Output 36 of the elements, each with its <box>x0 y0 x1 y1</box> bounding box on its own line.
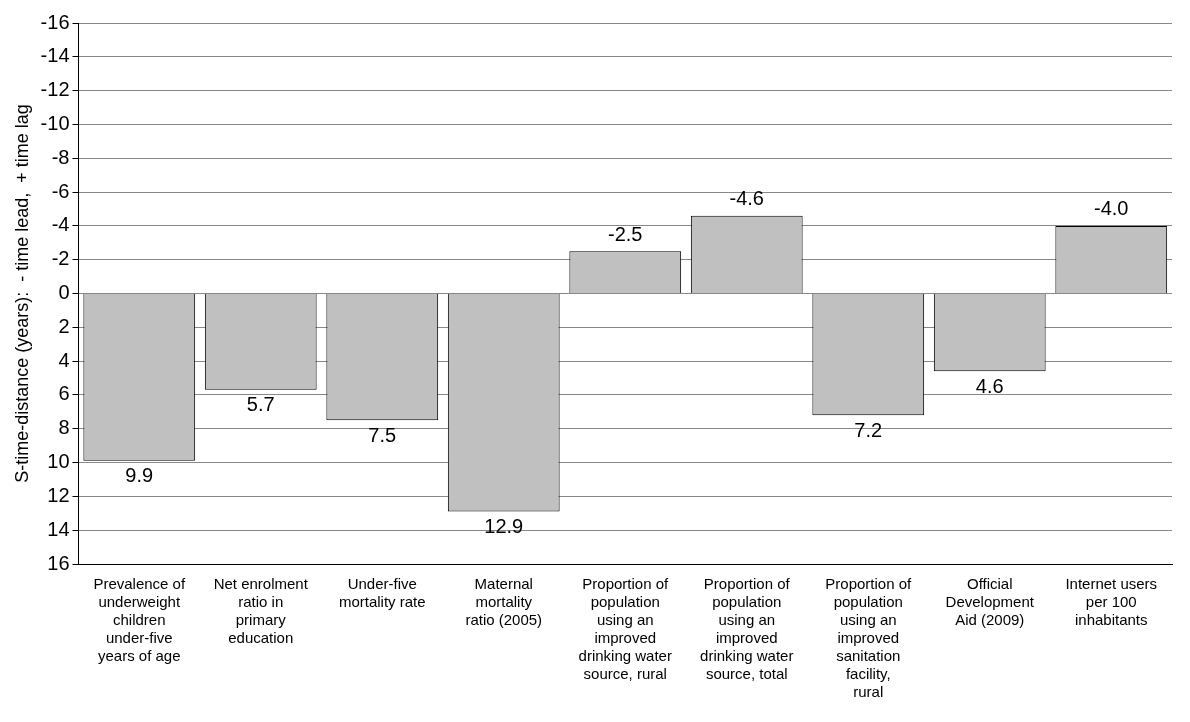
x-tick-label: Official Development Aid (2009) <box>945 575 1035 629</box>
y-tick-label: -4 <box>51 213 70 236</box>
y-tick-label: -14 <box>40 44 70 67</box>
y-tick-label: -8 <box>51 145 70 168</box>
y-axis-title: S-time-distance (years): - time lead, + time lag <box>11 104 32 483</box>
y-tick-label: 2 <box>58 314 70 337</box>
x-tick-label: Proportion of population using an improved drinking water source, rural <box>578 575 672 683</box>
data-label: 9.9 <box>125 464 154 487</box>
y-tick-label: 4 <box>58 348 70 371</box>
y-tick-label: 6 <box>58 382 70 405</box>
y-tick-label: 12 <box>47 483 70 506</box>
y-tick-label: 10 <box>47 450 70 473</box>
data-label: 7.2 <box>854 418 883 441</box>
x-tick-label: Internet users per 100 inhabitants <box>1065 575 1158 629</box>
y-tick-label: -16 <box>40 10 70 33</box>
data-label: -4.0 <box>1094 197 1129 220</box>
y-tick-label: 8 <box>58 416 70 439</box>
data-label: 12.9 <box>484 515 524 538</box>
y-tick-label: -12 <box>40 78 70 101</box>
data-label: -4.6 <box>729 187 764 210</box>
data-label: 5.7 <box>246 393 275 416</box>
data-label: 7.5 <box>368 423 397 446</box>
x-tick-label: Proportion of population using an improved drinking water source, total <box>700 575 794 683</box>
x-tick-label: Proportion of population using an improved sanitation facility, rural <box>825 575 913 701</box>
x-tick-label: Prevalence of underweight children under-five years of age <box>93 575 186 665</box>
y-tick-label: -2 <box>51 247 70 270</box>
x-tick-label: Net enrolment ratio in primary education <box>213 575 309 647</box>
data-label: -2.5 <box>608 222 643 245</box>
y-tick-label: -10 <box>40 111 70 134</box>
x-tick-label: Maternal mortality ratio (2005) <box>465 575 543 629</box>
y-tick-label: 0 <box>58 281 70 304</box>
y-tick-label: 16 <box>47 551 70 574</box>
y-tick-label: 14 <box>47 517 70 540</box>
data-label: 4.6 <box>975 374 1004 397</box>
x-tick-label: Under-five mortality rate <box>338 575 426 611</box>
y-tick-label: -6 <box>51 179 70 202</box>
